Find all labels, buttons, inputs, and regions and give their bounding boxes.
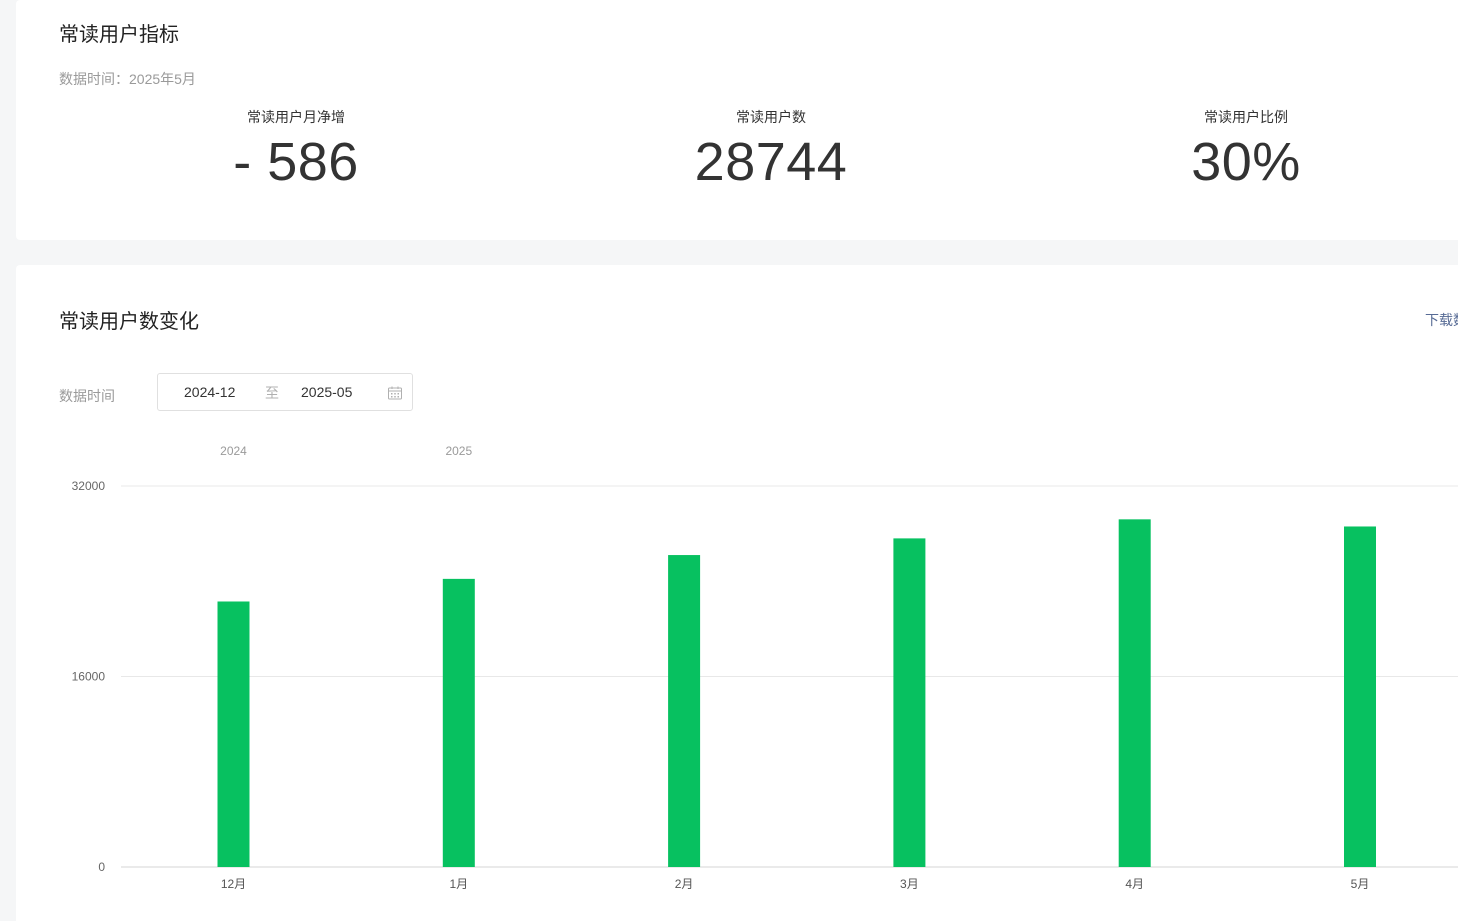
metric-reader-count: 常读用户数 28744	[621, 108, 921, 192]
metrics-data-time: 数据时间：2025年5月	[59, 71, 196, 87]
metrics-card-title: 常读用户指标	[59, 24, 179, 46]
metric-label: 常读用户月净增	[247, 109, 345, 125]
metric-reader-ratio: 常读用户比例 30%	[1096, 108, 1396, 192]
range-separator: 至	[265, 385, 279, 401]
metric-net-growth: 常读用户月净增 - 586	[146, 108, 446, 192]
range-end-input[interactable]: 2025-05	[301, 384, 353, 400]
range-start-input[interactable]: 2024-12	[184, 384, 236, 400]
calendar-icon[interactable]	[387, 385, 403, 401]
metric-label: 常读用户数	[736, 109, 806, 125]
metric-value: 30%	[1191, 132, 1301, 192]
metric-value: - 586	[233, 132, 359, 192]
metric-value: 28744	[694, 132, 848, 192]
range-label: 数据时间	[59, 388, 115, 404]
metric-label: 常读用户比例	[1204, 109, 1288, 125]
date-range-picker[interactable]: 2024-12 至 2025-05	[157, 373, 413, 411]
chart-card-title: 常读用户数变化	[59, 311, 199, 333]
metrics-card: 常读用户指标 数据时间：2025年5月 常读用户月净增 - 586 常读用户数 …	[16, 0, 1458, 240]
